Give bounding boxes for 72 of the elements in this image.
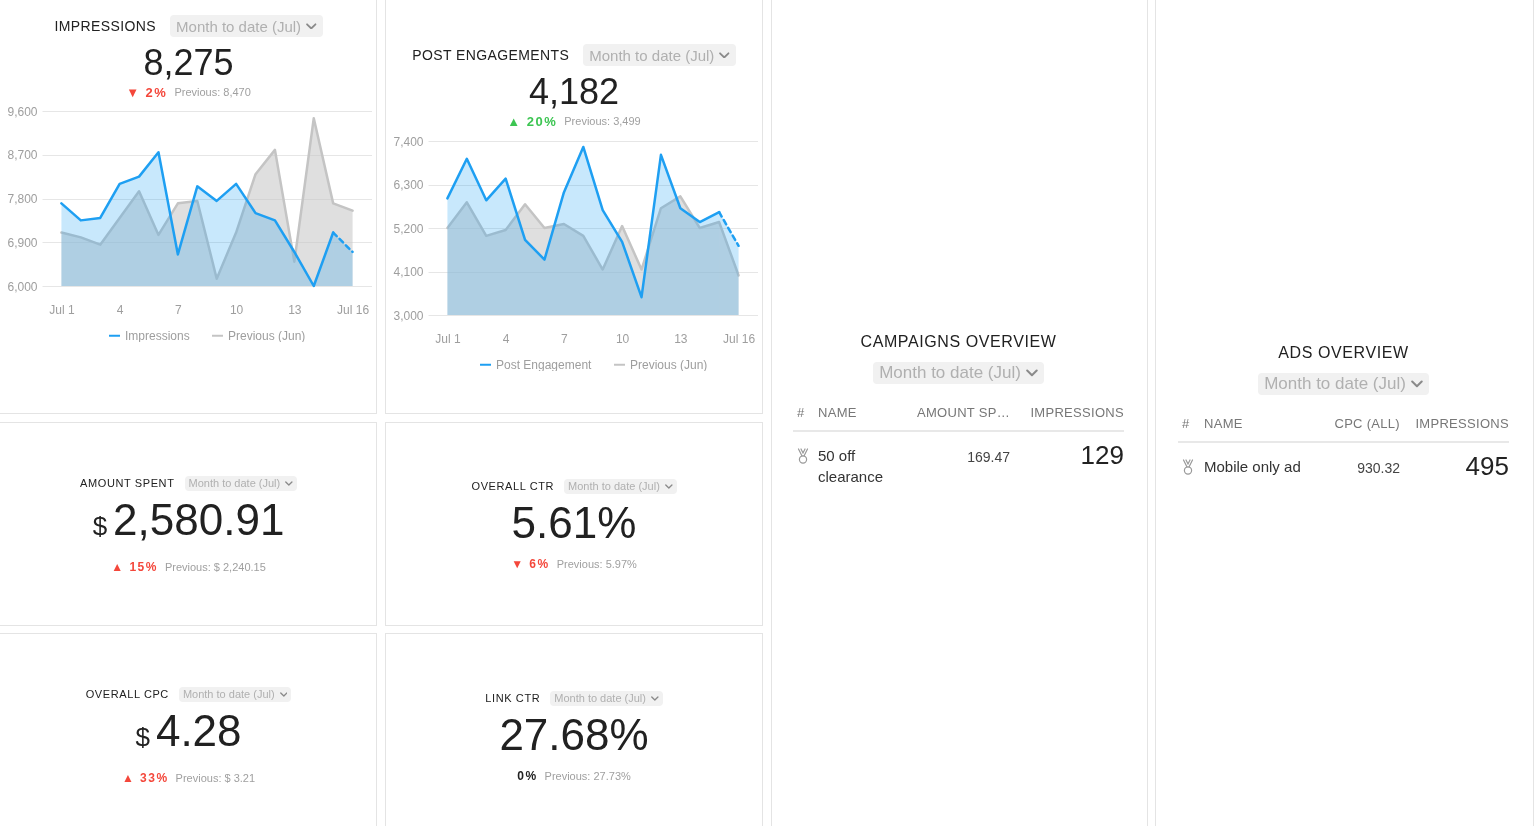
text: $: [135, 721, 150, 754]
category-label: CPC (ALL): [1330, 413, 1400, 443]
x-tick-label: Jul 1: [435, 331, 461, 346]
x-tick-label: 10: [229, 302, 244, 317]
text: 50 off clearance: [818, 446, 885, 487]
dropdown: Month to date (Jul): [873, 362, 1044, 384]
text: OVERALL CPC: [85, 688, 169, 700]
text: Previous: $ 3.21: [175, 772, 256, 784]
category-label: AMOUNT SP…: [900, 402, 1010, 432]
dropdown: Month to date (Jul): [583, 44, 736, 66]
y-tick-label: 6,300: [393, 178, 424, 192]
legend-label: Post Engagement: [496, 357, 593, 372]
category-label: IMPRESSIONS: [1400, 413, 1509, 443]
text: POST ENGAGEMENTS: [412, 47, 570, 63]
y-tick-label: 3,000: [393, 308, 424, 323]
x-tick-label: Jul 16: [723, 331, 756, 346]
text: Previous: $ 2,240.15: [164, 561, 266, 573]
text: CAMPAIGNS OVERVIEW: [860, 332, 1057, 352]
category-label: NAME: [1204, 413, 1330, 443]
text: 129: [1079, 439, 1124, 472]
text: 8,275: [143, 41, 234, 85]
text: ▲ 15%: [111, 560, 158, 574]
category-label: #: [793, 402, 818, 432]
text: Previous: 3,499: [564, 115, 641, 127]
text: 2,580.91: [113, 495, 285, 545]
text: Previous: 5.97%: [556, 558, 637, 570]
text: 169.47: [966, 448, 1010, 467]
text: Previous: 27.73%: [544, 770, 631, 782]
text: 0%: [517, 769, 538, 783]
legend-label: Previous (Jun): [630, 357, 708, 372]
text: 495: [1464, 450, 1509, 481]
x-tick-label: 7: [175, 302, 183, 317]
y-tick-label: 5,200: [393, 221, 424, 236]
text: ▼ 2%: [126, 84, 168, 100]
text: Mobile only ad: [1204, 457, 1302, 477]
text: ▼ 6%: [511, 557, 550, 571]
x-tick-label: 10: [615, 331, 630, 346]
legend-label: Previous (Jun): [228, 328, 306, 343]
text: IMPRESSIONS: [54, 18, 157, 34]
text: 5.61%: [511, 498, 637, 548]
y-tick-label: 4,100: [393, 265, 424, 279]
text: ▲ 20%: [507, 113, 558, 129]
y-tick-label: 6,900: [7, 235, 38, 250]
dropdown: Month to date (Jul): [170, 15, 323, 37]
x-tick-label: Jul 1: [49, 302, 75, 317]
x-tick-label: 13: [288, 302, 302, 317]
category-label: #: [1178, 413, 1204, 443]
x-tick-label: Jul 16: [337, 302, 370, 317]
text: ADS OVERVIEW: [1278, 343, 1409, 363]
text: OVERALL CTR: [471, 480, 555, 492]
y-tick-label: 6,000: [7, 279, 38, 294]
y-tick-label: 8,700: [7, 148, 38, 163]
text: 27.68%: [499, 710, 649, 760]
text: ▲ 33%: [121, 771, 169, 785]
text: 930.32: [1356, 459, 1400, 478]
dropdown: Month to date (Jul): [1258, 373, 1429, 395]
category-label: IMPRESSIONS: [1010, 402, 1124, 432]
x-tick-label: 4: [116, 302, 124, 317]
category-label: NAME: [818, 402, 900, 432]
x-tick-label: 13: [674, 331, 688, 346]
text: 4,182: [528, 70, 620, 114]
text: LINK CTR: [485, 692, 541, 704]
text: AMOUNT SPENT: [80, 477, 175, 489]
y-tick-label: 7,800: [7, 192, 38, 206]
text: $: [92, 510, 108, 543]
y-tick-label: 9,600: [7, 104, 38, 119]
text: 4.28: [155, 706, 242, 756]
text: Previous: 8,470: [174, 86, 251, 98]
x-tick-label: 4: [502, 331, 510, 346]
x-tick-label: 7: [561, 331, 569, 346]
legend-label: Impressions: [125, 328, 190, 343]
y-tick-label: 7,400: [393, 134, 424, 149]
